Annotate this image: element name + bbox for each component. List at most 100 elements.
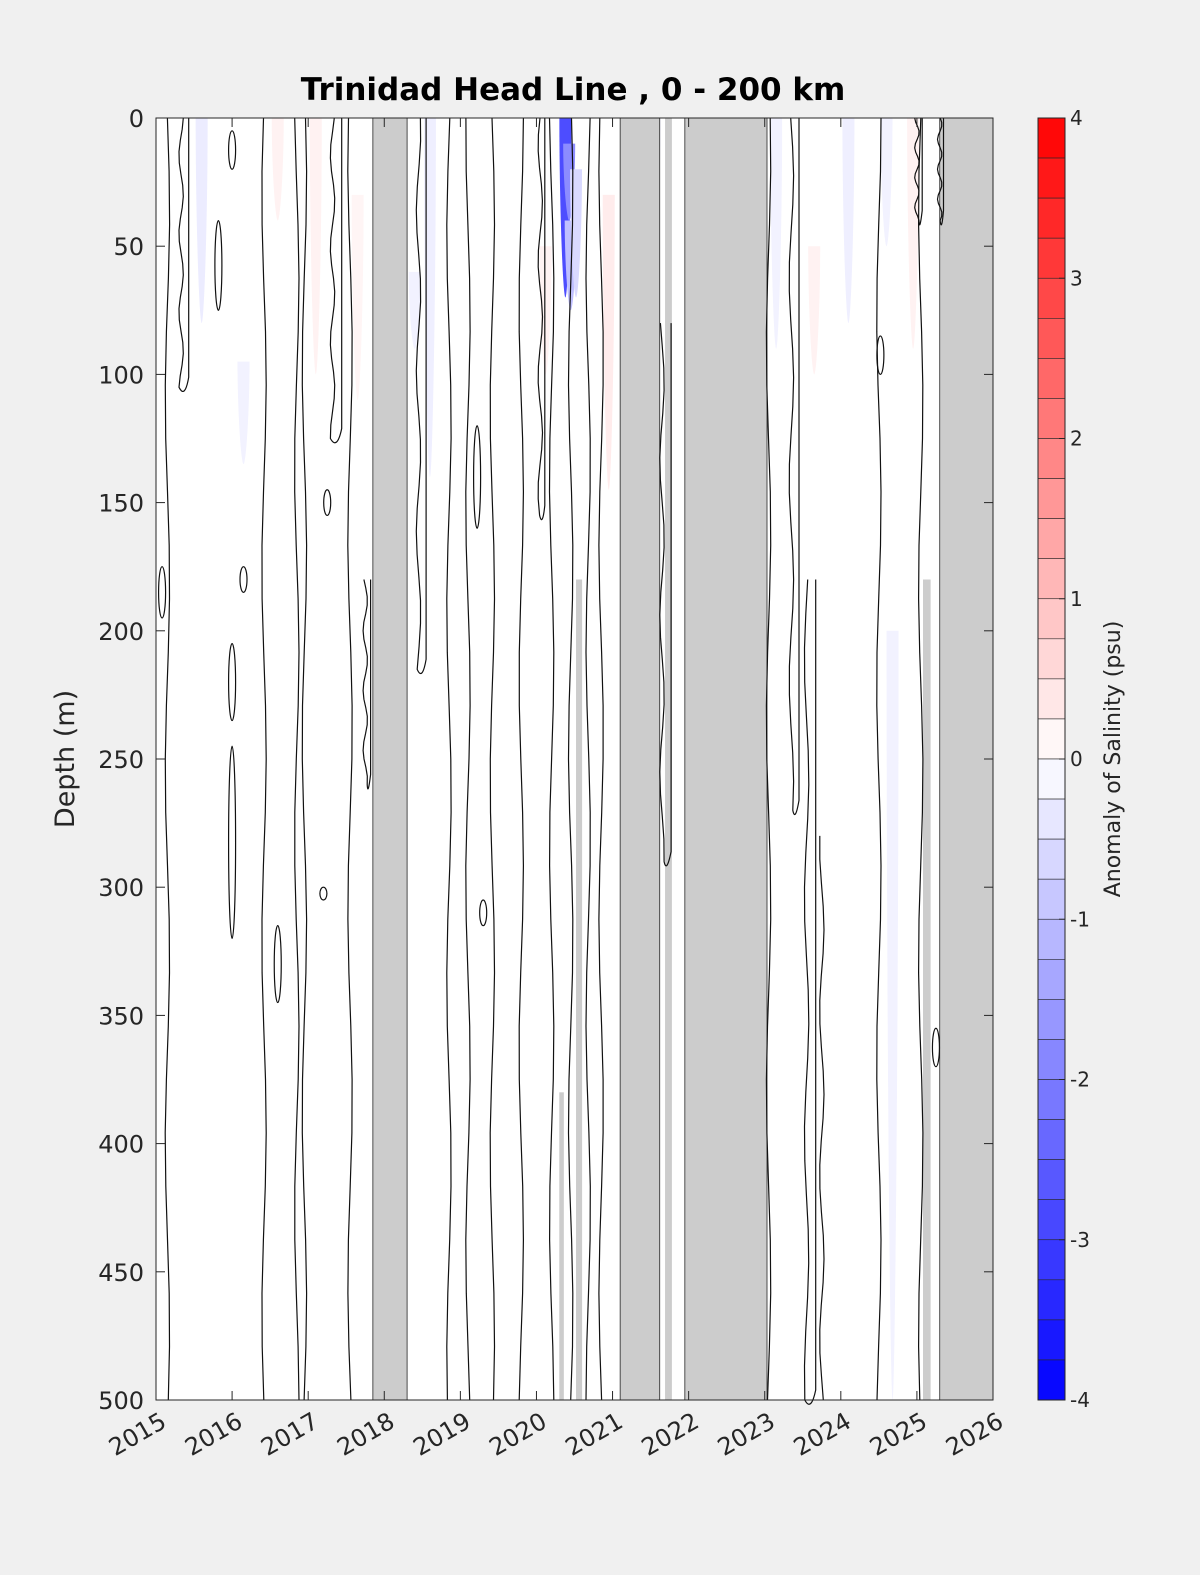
y-axis-label: Depth (m) — [50, 690, 81, 828]
y-axis: 0 50 100 150 200 250 300 350 400 450 500 — [98, 105, 993, 1415]
colorbar-level — [1037, 277, 1066, 319]
colorbar: 4 3 2 1 0 -1 -2 -3 -4 — [1037, 106, 1090, 1412]
y-tick-label: 250 — [98, 746, 144, 774]
zero-contour-line — [518, 117, 525, 1401]
zero-contour-line — [819, 835, 825, 1401]
anomaly-patch — [842, 118, 855, 324]
no-data-strip — [665, 118, 672, 1400]
y-tick-label: 400 — [98, 1131, 144, 1159]
closed-contour — [214, 219, 223, 311]
closed-contour — [227, 130, 237, 170]
colorbar-level — [1037, 237, 1066, 279]
colorbar-label: Anomaly of Salinity (psu) — [1101, 621, 1126, 898]
closed-contour — [473, 425, 482, 529]
colorbar-level — [1037, 678, 1066, 720]
colorbar-tick-label: -1 — [1070, 907, 1090, 931]
plot-area — [155, 117, 994, 1405]
colorbar-level — [1037, 1239, 1066, 1281]
colorbar-level — [1037, 838, 1066, 880]
closed-contour — [239, 566, 248, 593]
zero-contour-line — [465, 117, 471, 1401]
colorbar-level — [1037, 918, 1066, 960]
colorbar-level — [1037, 438, 1066, 479]
no-data-period — [619, 117, 661, 1401]
colorbar-level — [1037, 718, 1066, 760]
colorbar-tick-label: -4 — [1070, 1388, 1090, 1412]
zero-contour-line — [788, 117, 800, 816]
anomaly-patch — [602, 194, 615, 490]
zero-contour-line — [301, 117, 308, 1401]
zero-contour-line — [585, 117, 591, 1401]
colorbar-level — [1037, 1159, 1066, 1200]
y-tick-label: 50 — [113, 233, 144, 261]
zero-contour-line — [803, 579, 817, 1405]
anomaly-patches — [195, 118, 920, 1400]
colorbar-tick-label: 3 — [1070, 266, 1083, 290]
zero-contour-line — [917, 117, 924, 1401]
colorbar-level — [1037, 1079, 1066, 1120]
zero-contour-line — [164, 117, 171, 1401]
zero-contour-line — [567, 117, 574, 1401]
colorbar-level — [1037, 1359, 1066, 1401]
y-tick-label: 500 — [98, 1387, 144, 1415]
no-data-regions — [372, 117, 994, 1401]
zero-contour-line — [548, 117, 555, 1401]
no-data-period — [684, 117, 768, 1401]
closed-contour — [323, 489, 332, 517]
anomaly-patch — [808, 246, 821, 375]
colorbar-level — [1037, 358, 1066, 399]
zero-contour-line — [765, 117, 772, 1401]
y-tick-label: 350 — [98, 1002, 144, 1030]
colorbar-level — [1037, 999, 1066, 1040]
colorbar-tick-label: 4 — [1070, 106, 1083, 130]
closed-contour — [479, 899, 488, 927]
zero-contour-line — [362, 579, 372, 790]
zero-contour-line — [659, 323, 672, 867]
zero-contours — [157, 117, 945, 1405]
colorbar-level — [1037, 878, 1066, 920]
colorbar-level — [1037, 1279, 1066, 1321]
anomaly-patch — [770, 118, 783, 349]
anomaly-patch — [886, 630, 899, 1400]
closed-contour — [157, 566, 167, 619]
anomaly-patch — [880, 118, 893, 247]
colorbar-level — [1037, 1319, 1066, 1361]
plot-background — [156, 118, 993, 1400]
closed-contour — [273, 925, 282, 1004]
y-tick-label: 450 — [98, 1259, 144, 1287]
anomaly-patch — [195, 118, 208, 324]
zero-contour-line — [415, 117, 427, 675]
zero-contour-line — [936, 117, 945, 226]
y-tick-label: 150 — [98, 490, 144, 518]
colorbar-level — [1037, 598, 1066, 640]
no-data-strip — [576, 579, 583, 1400]
colorbar-tick-label: -2 — [1070, 1068, 1090, 1092]
no-data-strip — [559, 1092, 564, 1400]
zero-contour-line — [294, 117, 300, 1401]
closed-contour — [319, 886, 328, 901]
colorbar-level — [1037, 117, 1066, 159]
colorbar-tick-label: -3 — [1070, 1228, 1090, 1252]
colorbar-level — [1037, 1039, 1066, 1080]
colorbar-level — [1037, 1199, 1066, 1241]
colorbar-level — [1037, 638, 1066, 680]
zero-contour-line — [598, 117, 604, 1401]
anomaly-patch — [539, 246, 552, 375]
colorbar-level — [1037, 478, 1066, 519]
y-tick-label: 200 — [98, 618, 144, 646]
colorbar-level — [1037, 197, 1066, 239]
anomaly-patch — [907, 118, 920, 349]
zero-contour-line — [537, 117, 546, 521]
colorbar-level — [1037, 558, 1066, 600]
colorbar-tick-label: 0 — [1070, 747, 1083, 771]
anomaly-patch — [423, 118, 436, 477]
zero-contour-line — [914, 117, 923, 226]
no-data-period — [372, 117, 408, 1401]
closed-contour — [227, 643, 237, 722]
zero-contour-line — [446, 117, 452, 1401]
zero-contour-line — [329, 117, 343, 444]
y-tick-label: 0 — [129, 105, 144, 133]
colorbar-tick-label: 1 — [1070, 587, 1083, 611]
anomaly-patch — [309, 118, 322, 375]
